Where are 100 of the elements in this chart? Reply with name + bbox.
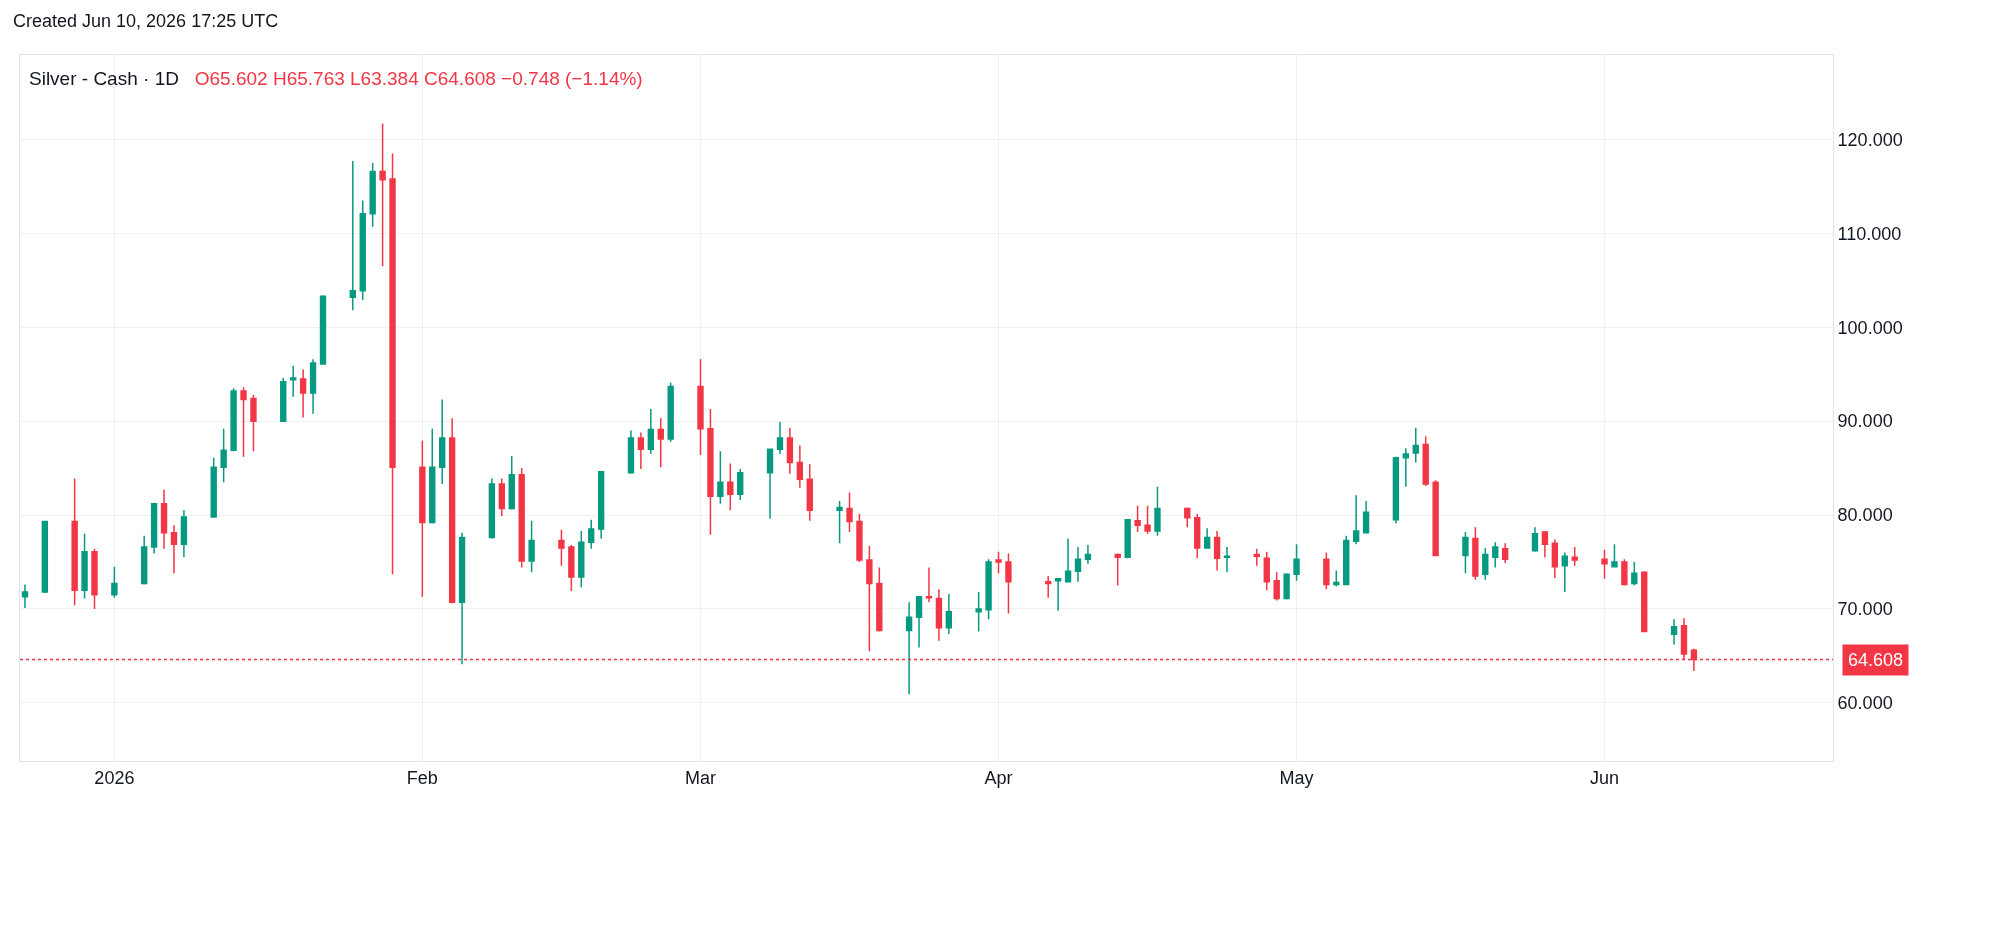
x-tick-label: Feb [406, 767, 438, 788]
candlestick [1362, 500, 1370, 534]
candlestick [419, 440, 426, 598]
x-tick-label: Mar [685, 767, 716, 788]
x-tick-label: Apr [984, 767, 1013, 788]
candlestick [210, 457, 217, 519]
candlestick [250, 394, 257, 452]
candlestick [1213, 530, 1221, 572]
candlestick [717, 450, 724, 505]
candlestick [240, 386, 247, 458]
candlestick [1571, 546, 1578, 567]
candlestick [498, 477, 505, 517]
candlestick [309, 358, 317, 415]
x-tick-label: May [1279, 767, 1314, 788]
candlestick [995, 550, 1002, 574]
candlestick [1531, 526, 1539, 553]
candlestick [1293, 543, 1300, 582]
candlestick [1392, 456, 1400, 525]
candlestick [280, 377, 287, 423]
candlestick [1203, 527, 1211, 550]
candlestick [488, 477, 496, 540]
candlestick [319, 294, 327, 366]
candlestick [588, 518, 595, 550]
candlestick [1333, 569, 1340, 588]
candlestick [1263, 550, 1270, 591]
candlestick [776, 421, 784, 455]
candlestick [1273, 571, 1280, 602]
candlestick [1482, 547, 1489, 581]
candlestick [1561, 551, 1568, 593]
candlestick [915, 595, 923, 649]
candlestick [1601, 549, 1608, 580]
candlestick [111, 565, 118, 599]
candlestick [637, 431, 645, 470]
candlestick [1134, 504, 1141, 533]
x-tick-label: Jun [1589, 767, 1620, 788]
candlestick [1422, 435, 1429, 487]
candlestick [518, 467, 525, 569]
candlestick [1064, 537, 1072, 584]
candlestick [91, 548, 98, 610]
candlestick [558, 529, 565, 567]
candlestick [81, 533, 88, 600]
candlestick [836, 500, 843, 544]
candlestick [786, 426, 794, 475]
candlestick [160, 488, 168, 550]
candlestick [707, 408, 714, 536]
candlestick [905, 601, 913, 696]
candlestick [846, 491, 853, 533]
candlestick [697, 358, 704, 456]
candlestick [876, 566, 883, 633]
y-tick-label: 70.000 [1837, 599, 1893, 620]
candlestick [429, 427, 436, 525]
candlestick [1084, 544, 1092, 565]
candlestick [1343, 534, 1350, 586]
candlestick [1074, 546, 1082, 583]
candlestick [1472, 526, 1479, 581]
candlestick [1541, 530, 1549, 559]
text: O65.602 H65.763 L63.384 C64.608 −0.748 (−1.14%) [194, 68, 643, 89]
candlestick [1501, 542, 1509, 564]
candlestick [41, 520, 49, 594]
candlestick [1184, 506, 1191, 528]
candlestick [737, 468, 744, 501]
candlestick [796, 444, 804, 489]
x-tick-label: 2026 [94, 767, 135, 788]
candlestick [1144, 504, 1151, 535]
candlestick [389, 152, 396, 575]
y-tick-label: 60.000 [1837, 693, 1893, 714]
candlestick [935, 588, 943, 642]
candlestick [806, 463, 813, 522]
candlestick [578, 530, 585, 589]
candlestick [1352, 494, 1360, 545]
candlestick [299, 368, 307, 419]
candlestick [1223, 546, 1231, 574]
candlestick [379, 122, 386, 267]
y-tick-label: 110.000 [1837, 223, 1902, 244]
candlestick [508, 455, 515, 511]
y-tick-label: 90.000 [1837, 411, 1893, 432]
candlestick [1005, 552, 1012, 615]
candlestick [627, 429, 635, 475]
candlestick [975, 591, 982, 633]
candlestick [597, 470, 605, 540]
candlestick [1551, 538, 1559, 579]
candlestick [945, 593, 953, 636]
candlestick [568, 544, 575, 592]
y-tick-label: 80.000 [1837, 505, 1893, 526]
candlestick [1641, 570, 1648, 633]
candlestick [1670, 618, 1678, 646]
candlestick [150, 502, 158, 555]
ref-line-label: 64.608 [1848, 650, 1904, 670]
candlestick [866, 545, 873, 652]
candlestick [140, 534, 148, 586]
candlestick [1621, 558, 1628, 587]
candlestick [1054, 577, 1062, 612]
candlestick [1045, 575, 1052, 599]
candlestick [21, 583, 29, 609]
candlestick [1631, 561, 1638, 587]
candlestick [1194, 513, 1201, 559]
candlestick [727, 462, 734, 512]
y-tick-label: 120.000 [1837, 129, 1903, 150]
candlestick [647, 408, 655, 455]
candlestick [230, 387, 237, 452]
